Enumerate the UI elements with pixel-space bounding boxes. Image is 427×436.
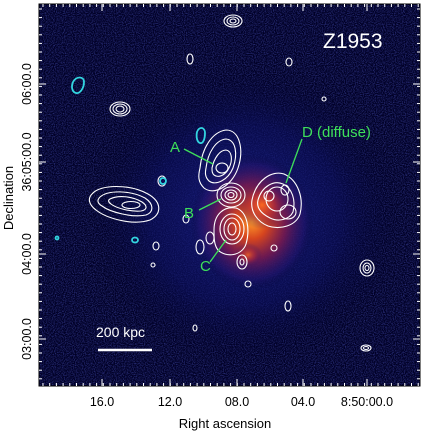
x-tick-label: 04.0 bbox=[291, 395, 315, 409]
contour-lower-right bbox=[192, 300, 372, 352]
y-tick-labels: 06:00.0 36:05:00.0 04:00.0 03:00.0 bbox=[20, 63, 34, 360]
contour-top bbox=[223, 14, 243, 28]
label-c: C bbox=[200, 258, 211, 275]
y-tick-label: 03:00.0 bbox=[20, 318, 34, 360]
pointer-line-d bbox=[285, 138, 303, 184]
x-axis-title: Right ascension bbox=[179, 416, 272, 431]
pointer-line-a bbox=[183, 148, 214, 165]
scale-bar-label: 200 kpc bbox=[96, 324, 145, 340]
contour-right-compact bbox=[359, 259, 375, 277]
xray-bright-spot bbox=[236, 181, 288, 229]
pointer-line-c bbox=[209, 239, 227, 263]
y-tick-label: 36:05:00.0 bbox=[20, 132, 34, 191]
x-tick-label: 12.0 bbox=[158, 395, 182, 409]
cluster-name: Z1953 bbox=[323, 30, 383, 53]
y-axis-title: Declination bbox=[1, 166, 16, 230]
y-tick-label: 06:00.0 bbox=[20, 63, 34, 105]
label-b: B bbox=[184, 205, 194, 222]
contour-left-compact bbox=[109, 101, 131, 117]
x-tick-label: 8:50:00.0 bbox=[341, 395, 393, 409]
tick-marks bbox=[39, 4, 420, 386]
annotations: A B C D (diffuse) bbox=[170, 124, 371, 275]
contour-source-d bbox=[251, 172, 302, 229]
xray-bright-spot-south bbox=[234, 243, 262, 267]
x-tick-label: 08.0 bbox=[225, 395, 249, 409]
contour-left-elongated bbox=[88, 185, 160, 223]
y-tick-label: 04:00.0 bbox=[20, 233, 34, 275]
contour-upper-small bbox=[186, 53, 327, 102]
label-a: A bbox=[170, 139, 180, 156]
negative-contours bbox=[54, 76, 206, 244]
pointer-line-b bbox=[198, 198, 222, 211]
plot-frame bbox=[38, 3, 421, 387]
contour-source-b bbox=[216, 182, 246, 208]
x-tick-labels: 16.0 12.0 08.0 04.0 8:50:00.0 bbox=[90, 395, 393, 409]
contour-source-a bbox=[198, 129, 242, 192]
contour-source-c bbox=[213, 207, 249, 270]
radio-contours bbox=[88, 14, 375, 352]
x-tick-label: 16.0 bbox=[90, 395, 114, 409]
label-d: D (diffuse) bbox=[302, 124, 371, 141]
image-panel: A B C D (diffuse) Z1953 200 kpc bbox=[39, 4, 420, 386]
contour-small-scattered bbox=[150, 175, 278, 288]
